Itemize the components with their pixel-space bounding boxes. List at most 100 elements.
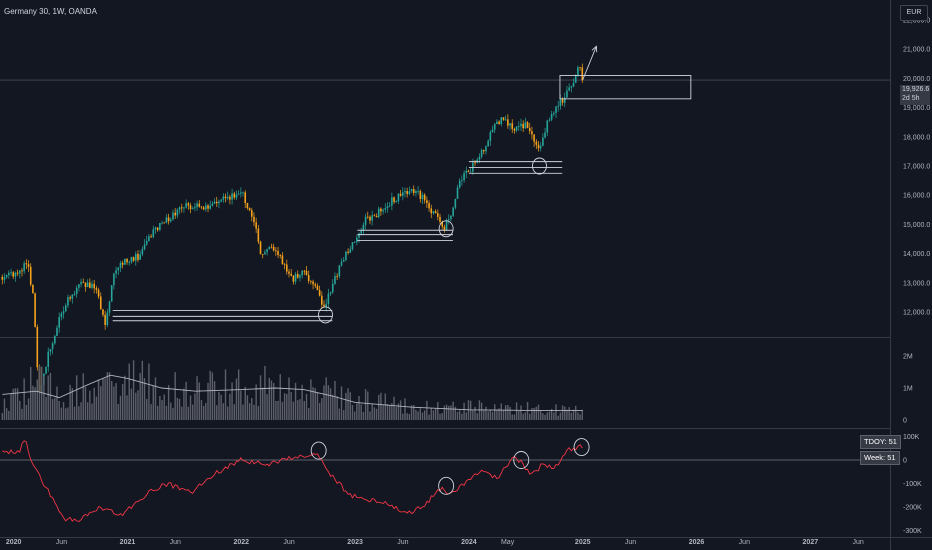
candle-body (402, 192, 404, 196)
volume-bar (49, 372, 52, 420)
candle-body (93, 283, 96, 289)
currency-button[interactable]: EUR (900, 5, 928, 21)
candle-body (323, 304, 325, 307)
target-zone-box (559, 75, 692, 100)
candle-body (428, 203, 430, 209)
volume-bar (38, 365, 41, 420)
candle-body (242, 192, 244, 194)
candle-body (458, 180, 461, 188)
price-tick-label: 19,000.0 (903, 105, 930, 112)
candle-body (305, 270, 308, 275)
candle-body (84, 282, 87, 288)
candle-body (465, 170, 468, 173)
candle-body (410, 189, 413, 192)
candle-body (478, 156, 481, 160)
candle-body (393, 197, 395, 203)
candle-body (482, 149, 485, 152)
candle-body (99, 296, 102, 310)
candle-body (430, 208, 433, 214)
volume-bar (82, 373, 84, 420)
candle-body (95, 288, 98, 290)
volume-bar (323, 385, 325, 420)
candle-body (180, 207, 183, 209)
volume-bar (399, 400, 402, 420)
price-tick-label: 17,000.0 (903, 164, 930, 171)
volume-bar (469, 400, 472, 420)
candle-body (382, 209, 384, 212)
volume-bar (183, 388, 185, 420)
volume-bar (318, 403, 321, 420)
candle-body (34, 293, 36, 327)
candle-body (574, 75, 577, 83)
volume-bar (30, 366, 32, 420)
time-tick-label: Jun (283, 539, 294, 546)
candle-body (491, 129, 494, 133)
candle-body (557, 106, 559, 107)
candle-body (461, 180, 463, 181)
volume-bar (244, 386, 246, 420)
candle-body (307, 274, 310, 281)
volume-bar (73, 406, 76, 420)
volume-bar (139, 373, 141, 420)
candle-body (303, 270, 306, 272)
volume-bar (297, 400, 299, 420)
candle-body (445, 220, 448, 231)
volume-bar (128, 363, 130, 420)
candle-body (126, 258, 128, 263)
candle-body (235, 194, 238, 198)
candle-body (257, 228, 260, 242)
candle-body (115, 270, 117, 274)
candle-body (194, 207, 196, 209)
volume-bar (181, 406, 183, 420)
candle-body (102, 309, 104, 315)
volume-bar (220, 394, 222, 420)
candle-body (253, 216, 255, 223)
candle-body (110, 285, 113, 302)
candle-body (318, 290, 321, 296)
volume-bar (174, 372, 176, 420)
volume-bar (303, 400, 306, 420)
candle-body (113, 273, 115, 286)
candle-body (518, 126, 520, 128)
volume-bar (539, 411, 542, 420)
candle-body (362, 224, 365, 231)
candle-body (91, 283, 93, 288)
volume-bar (117, 403, 119, 420)
volume-bar (524, 412, 527, 420)
candle-body (419, 191, 422, 199)
volume-bar (21, 408, 23, 420)
candle-body (439, 216, 441, 222)
candle-body (54, 336, 56, 344)
volume-bar (137, 390, 139, 420)
volume-bar (502, 410, 505, 420)
candle-body (531, 131, 533, 135)
bar-countdown: 2d 5h (902, 95, 920, 102)
candle-body (266, 249, 268, 253)
candle-body (316, 285, 319, 291)
candle-body (165, 217, 168, 223)
marker-circle (532, 157, 547, 175)
candle-body (5, 274, 8, 278)
volume-bar (272, 383, 275, 420)
time-tick-label: 2024 (461, 539, 477, 546)
volume-bar (369, 411, 371, 420)
candle-body (213, 201, 216, 204)
volume-bar (419, 408, 422, 420)
volume-bar (428, 414, 430, 420)
volume-bar (54, 397, 56, 420)
candle-body (347, 251, 349, 253)
candle-body (270, 246, 273, 248)
oscillator-tick-label: -200K (903, 505, 922, 512)
candle-body (75, 287, 78, 295)
volume-bar (413, 405, 415, 420)
oscillator-tick-label: -300K (903, 528, 922, 535)
candle-body (325, 303, 327, 307)
time-tick-label: May (501, 539, 515, 546)
volume-bar (8, 410, 10, 420)
volume-bar (102, 378, 104, 420)
volume-bar (264, 365, 266, 420)
volume-bar (371, 403, 373, 420)
candle-body (412, 189, 415, 194)
volume-bar (397, 403, 400, 420)
